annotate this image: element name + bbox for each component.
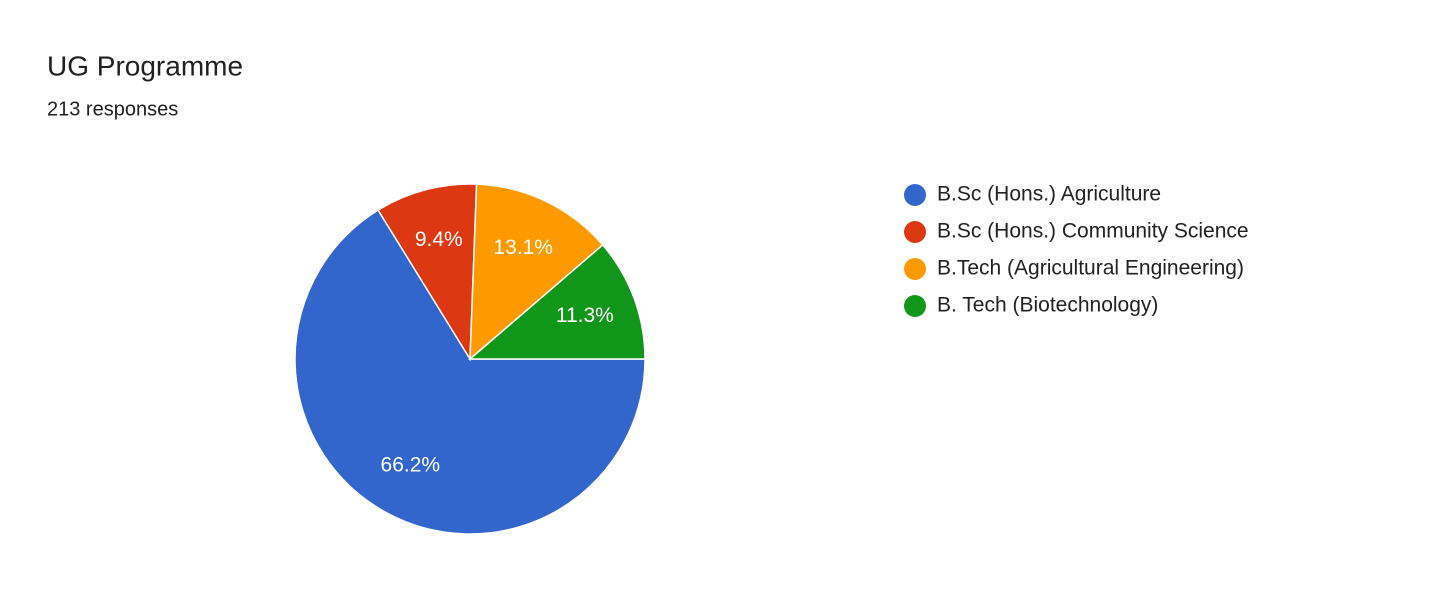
pie-slice [294, 209, 646, 535]
slice-label: 13.1% [493, 236, 553, 259]
legend-label: B.Tech (Agricultural Engineering) [937, 257, 1244, 280]
chart-subtitle: 213 responses [47, 98, 178, 120]
slice-label: 11.3% [556, 304, 614, 327]
slice-label: 9.4% [415, 228, 463, 251]
legend-swatch [904, 258, 926, 280]
legend-swatch [904, 221, 926, 243]
slice-label: 66.2% [381, 454, 441, 477]
legend-label: B.Sc (Hons.) Community Science [937, 220, 1249, 243]
pie-slice [377, 183, 478, 362]
legend-swatch [904, 295, 926, 317]
pie-slice [469, 183, 604, 361]
legend-swatch [904, 184, 926, 206]
pie-slice [467, 243, 646, 360]
legend-label: B. Tech (Biotechnology) [937, 294, 1158, 317]
chart-title: UG Programme [47, 50, 243, 81]
legend-label: B.Sc (Hons.) Agriculture [937, 183, 1161, 206]
